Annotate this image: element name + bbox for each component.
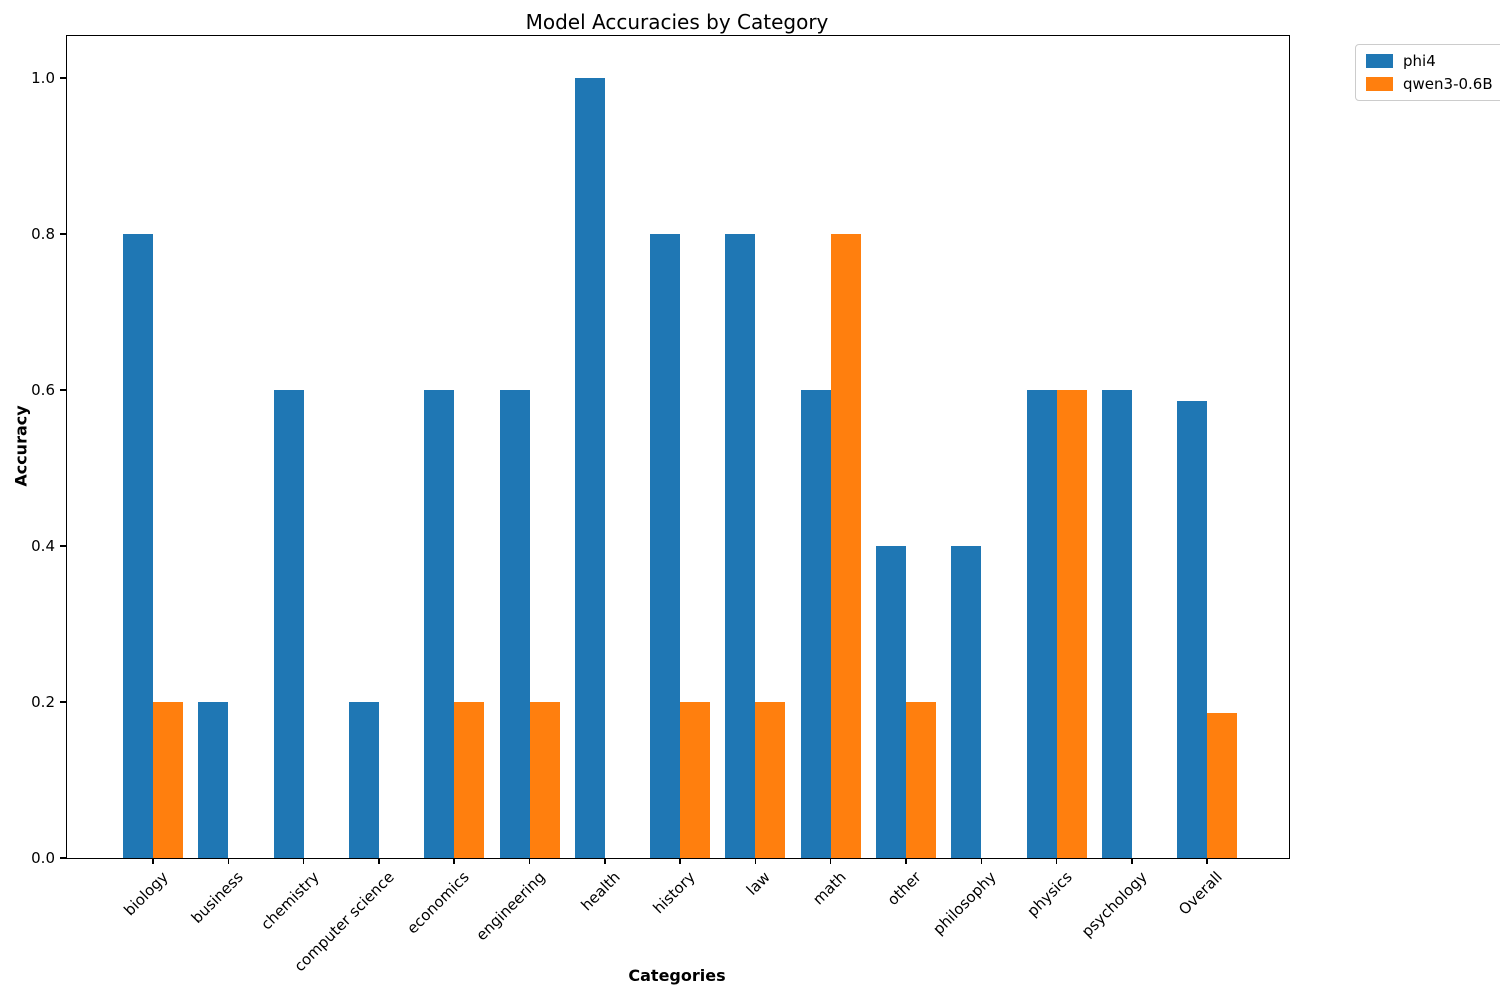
x-tick-mark-computer-science [378,858,380,864]
bar-phi4-law [725,234,756,858]
legend-label: qwen3-0.6B [1403,75,1493,93]
bar-phi4-computer-science [348,702,379,858]
x-tick-mark-business [227,858,230,864]
bar-qwen3-0-6b-history [680,702,711,858]
bar-phi4-biology [123,234,153,858]
bar-phi4-physics [1026,390,1057,858]
x-tick-label-math: math [808,868,850,909]
bar-phi4-psychology [1101,390,1132,858]
x-tick-mark-psychology [1131,858,1133,864]
chart-title: Model Accuracies by Category [525,10,829,34]
x-tick-label-law: law [743,868,775,899]
bar-qwen3-0-6b-overall [1207,713,1238,858]
x-tick-label-biology: biology [120,868,172,920]
bar-phi4-engineering [499,390,530,858]
bar-phi4-overall [1177,401,1208,858]
x-tick-label-overall: Overall [1175,868,1226,919]
legend-label: phi4 [1403,52,1436,70]
bar-phi4-health [574,78,605,858]
legend-entry-qwen3-0-6b: qwen3-0.6B [1366,75,1493,93]
bar-qwen3-0-6b-economics [454,702,485,858]
x-tick-mark-economics [453,858,455,864]
bar-qwen3-0-6b-other [906,702,936,858]
y-tick-mark-0.4 [59,545,66,547]
y-tick-mark-0.8 [59,233,66,235]
y-tick-label-0.2: 0.2 [31,693,55,711]
bar-phi4-math [800,390,831,858]
x-tick-label-other: other [883,868,925,909]
x-tick-mark-other [905,858,907,864]
y-tick-label-0.4: 0.4 [31,537,55,555]
x-tick-label-chemistry: chemistry [256,868,323,934]
bar-phi4-business [198,702,229,858]
y-tick-mark-0.2 [59,701,66,703]
x-tick-mark-law [754,858,757,864]
x-tick-mark-physics [1055,858,1058,864]
legend: phi4 qwen3-0.6B [1355,44,1500,101]
x-tick-label-economics: economics [403,868,473,938]
y-tick-label-0.8: 0.8 [31,225,55,243]
y-tick-label-0.6: 0.6 [31,381,55,399]
bar-qwen3-0-6b-physics [1056,390,1087,858]
bar-qwen3-0-6b-engineering [529,702,560,858]
x-tick-mark-biology [152,858,154,864]
y-tick-mark-0.0 [59,857,66,859]
x-axis-label: Categories [628,966,726,985]
bar-phi4-economics [424,390,455,858]
x-tick-label-physics: physics [1023,868,1076,921]
x-tick-label-engineering: engineering [472,868,549,945]
bar-qwen3-0-6b-math [830,234,861,858]
bar-qwen3-0-6b-law [755,702,786,858]
x-tick-mark-philosophy [980,858,983,864]
x-tick-mark-engineering [528,858,531,864]
bar-phi4-other [876,546,906,858]
y-tick-mark-1.0 [59,77,66,79]
x-tick-label-business: business [188,868,248,927]
x-tick-mark-chemistry [302,858,305,864]
legend-swatch-icon [1366,54,1393,68]
y-tick-label-1.0: 1.0 [31,69,55,87]
y-axis-label: Accuracy [11,405,31,487]
y-tick-label-0.0: 0.0 [31,849,55,867]
bar-phi4-history [650,234,681,858]
x-tick-mark-health [604,858,606,864]
x-tick-label-health: health [577,868,624,915]
y-tick-mark-0.6 [59,389,66,391]
plot-area: 0.0 0.2 0.4 0.6 0.8 1.0 biology business chemist… [31,35,1290,975]
legend-entry-phi4: phi4 [1366,52,1493,70]
x-tick-mark-overall [1206,858,1208,864]
x-tick-label-psychology: psychology [1077,868,1151,941]
x-tick-label-history: history [649,868,699,918]
bar-phi4-philosophy [951,546,982,858]
bar-phi4-chemistry [273,390,304,858]
bar-qwen3-0-6b-biology [153,702,183,858]
x-tick-mark-math [829,858,832,864]
x-tick-mark-history [679,858,681,864]
legend-swatch-icon [1366,77,1393,91]
x-tick-label-philosophy: philosophy [929,868,1001,939]
